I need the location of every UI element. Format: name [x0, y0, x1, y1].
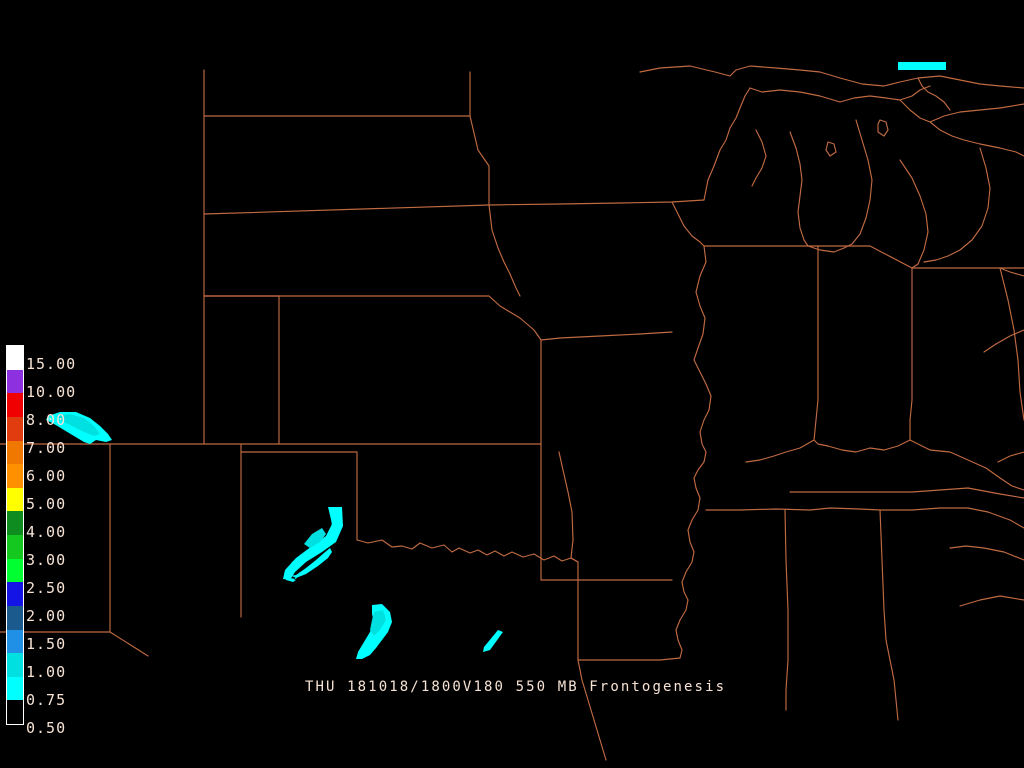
color-scale-bar — [6, 345, 24, 725]
color-scale-label-8: 2.50 — [26, 579, 67, 597]
border-nm-tx-west — [109, 631, 149, 657]
color-scale-labels: 15.00 10.00 8.00 7.00 6.00 5.00 4.00 3.00 2.50 2.… — [26, 345, 116, 736]
border-al-ga — [879, 509, 899, 721]
color-band-3 — [7, 416, 23, 441]
border-ky-tn — [789, 487, 1024, 499]
color-scale-label-4: 6.00 — [26, 467, 67, 485]
color-band-14 — [7, 676, 23, 701]
border-il-ky — [745, 439, 815, 463]
color-band-10 — [7, 582, 23, 606]
border-nd-sd — [203, 204, 490, 215]
border-ok-east — [558, 451, 574, 559]
canada-lake-detail — [917, 77, 951, 111]
color-scale-label-11: 1.00 — [26, 663, 67, 681]
contour-texas-panhandle-shape — [283, 507, 343, 580]
border-in-ky — [813, 439, 911, 453]
border-ms-al — [784, 509, 789, 711]
contour-eastern-colorado-inner — [56, 414, 100, 436]
lake-superior-upper-peninsula — [899, 99, 1024, 157]
color-scale-label-10: 1.50 — [26, 635, 67, 653]
color-scale-label-6: 4.00 — [26, 523, 67, 541]
border-mn-ia-east-sd — [488, 204, 521, 297]
border-mn-ia — [488, 199, 705, 206]
lake-superior-shore-north — [639, 65, 1024, 89]
contour-lake-superior-band — [898, 62, 946, 70]
product-status-text: THU 181018/1800V180 550 MB Frontogenesis — [305, 679, 727, 695]
lake-erie-shore — [999, 267, 1024, 277]
border-ia-il — [671, 201, 705, 247]
border-ky-va — [909, 439, 1024, 491]
color-band-0 — [7, 346, 23, 370]
color-scale-label-9: 2.00 — [26, 607, 67, 625]
color-band-8 — [7, 535, 23, 559]
color-band-9 — [7, 558, 23, 583]
small-island-2 — [825, 141, 837, 157]
border-ok-ar-tx — [570, 557, 579, 591]
border-la-tx — [577, 589, 607, 761]
color-scale-label-12: 0.75 — [26, 691, 67, 709]
color-band-6 — [7, 487, 23, 512]
color-band-11 — [7, 605, 23, 630]
color-scale-label-5: 5.00 — [26, 495, 67, 513]
lake-michigan-south — [807, 245, 845, 253]
color-scale-label-1: 10.00 — [26, 383, 77, 401]
color-scale-label-13: 0.50 — [26, 719, 67, 737]
color-scale-label-3: 7.00 — [26, 439, 67, 457]
color-band-2 — [7, 393, 23, 417]
border-in-oh — [909, 267, 913, 441]
green-bay-inlet — [751, 129, 767, 187]
color-scale-label-2: 8.00 — [26, 411, 67, 429]
small-island-1 — [877, 119, 889, 137]
color-band-12 — [7, 629, 23, 654]
lake-michigan-west-shore — [789, 131, 809, 247]
lake-superior-shore-south — [749, 85, 931, 103]
color-scale-label-7: 3.00 — [26, 551, 67, 569]
border-mississippi-river — [675, 245, 712, 659]
border-va-nc — [949, 545, 1024, 561]
lake-huron-east — [923, 147, 991, 263]
border-ok-tx-red-river — [356, 539, 579, 563]
border-right-fragment-2 — [997, 451, 1024, 463]
lake-huron-west — [899, 159, 929, 269]
border-mi-in-oh-north — [817, 245, 1024, 269]
border-ar-la — [577, 657, 681, 661]
contour-central-texas-sliver — [483, 630, 503, 652]
contour-texas-panhandle-core — [304, 528, 326, 548]
color-band-15 — [7, 700, 23, 724]
border-mn-wi — [703, 87, 751, 201]
border-mn-west-upper — [469, 115, 490, 206]
border-canada-east — [929, 103, 1024, 123]
color-band-5 — [7, 464, 23, 488]
color-band-13 — [7, 653, 23, 677]
color-scale-label-0: 15.00 — [26, 355, 77, 373]
contour-west-texas-core — [370, 610, 386, 636]
lake-michigan-east-shore — [843, 119, 873, 249]
color-band-1 — [7, 369, 23, 394]
color-band-4 — [7, 440, 23, 465]
border-ia-mo — [540, 331, 673, 341]
border-il-in — [813, 245, 819, 441]
color-band-7 — [7, 511, 23, 535]
border-sd-ne — [203, 295, 542, 341]
border-nc-sc — [959, 595, 1024, 607]
border-oh-wv — [999, 267, 1024, 421]
border-right-fragment-1 — [983, 329, 1024, 353]
